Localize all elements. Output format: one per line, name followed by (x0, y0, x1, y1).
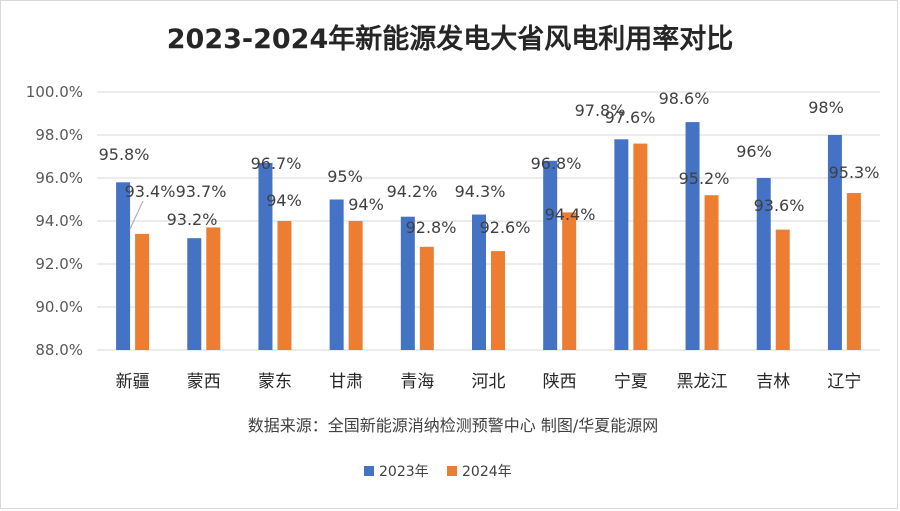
y-tick-label: 90.0% (35, 298, 83, 316)
data-label: 93.2% (167, 210, 218, 229)
source-note: 数据来源：全国新能源消纳检测预警中心 制图/华夏能源网 (248, 416, 658, 435)
category-label: 蒙西 (187, 372, 221, 392)
data-label: 93.7% (176, 182, 227, 201)
category-label: 辽宁 (827, 372, 861, 392)
category-label: 新疆 (116, 372, 150, 392)
legend: 2023年 2024年 (364, 464, 512, 480)
bar-2023-9 (756, 178, 771, 350)
leader-line (129, 200, 144, 230)
chart-title: 2023-2024年新能源发电大省风电利用率对比 (167, 23, 734, 55)
category-label: 陕西 (543, 372, 577, 392)
bar-2023-0 (116, 182, 131, 350)
data-label: 92.6% (480, 218, 531, 237)
data-label: 94.4% (545, 205, 596, 224)
category-label: 黑龙江 (677, 372, 728, 392)
data-label: 95% (327, 167, 363, 186)
data-label: 94.3% (455, 182, 506, 201)
data-label: 97.8% (575, 101, 626, 120)
y-axis-ticks: 88.0% 90.0% 92.0% 94.0% 96.0% 98.0% 100.0% (26, 83, 83, 359)
category-label: 蒙东 (258, 372, 292, 392)
category-label: 河北 (472, 372, 506, 392)
bar-2024-4 (419, 246, 434, 350)
legend-swatch-0 (364, 466, 374, 476)
y-tick-label: 96.0% (35, 169, 83, 187)
bar-2024-0 (135, 233, 150, 350)
bar-2023-6 (543, 160, 558, 350)
data-label: 97.6% (605, 108, 656, 127)
data-label: 98.6% (659, 89, 710, 108)
bar-2024-6 (562, 212, 577, 350)
data-label: 94% (348, 195, 384, 214)
legend-label-1: 2024年 (462, 464, 512, 480)
category-label: 甘肃 (329, 372, 363, 392)
data-label: 95.8% (99, 145, 150, 164)
bar-2024-8 (704, 195, 719, 350)
bar-2023-2 (258, 162, 273, 350)
category-label: 青海 (400, 372, 434, 392)
bar-2023-8 (685, 122, 700, 350)
bar-2023-10 (827, 135, 842, 350)
y-tick-label: 88.0% (35, 341, 83, 359)
grid-lines (97, 91, 880, 351)
category-label: 宁夏 (614, 372, 648, 392)
category-label: 吉林 (756, 372, 790, 392)
legend-label-0: 2023年 (379, 464, 429, 480)
y-tick-label: 94.0% (35, 212, 83, 230)
y-tick-label: 92.0% (35, 255, 83, 273)
data-label: 93.6% (754, 196, 805, 215)
x-axis-categories: 新疆 蒙西 蒙东 甘肃 青海 河北 陕西 宁夏 黑龙江 吉林 辽宁 (116, 372, 862, 392)
data-label: 96% (736, 142, 772, 161)
data-labels: 95.8%93.4%93.2%93.7%96.7%94%95%94%94.2%9… (99, 89, 880, 237)
bar-2024-7 (633, 143, 648, 350)
data-label: 94% (266, 191, 302, 210)
data-label: 96.8% (531, 154, 582, 173)
legend-swatch-1 (447, 466, 457, 476)
bar-2024-2 (277, 221, 292, 350)
bar-2023-1 (187, 238, 202, 350)
bar-2023-7 (614, 139, 629, 350)
bar-2023-4 (400, 216, 415, 350)
bar-2024-1 (206, 227, 221, 350)
bar-2024-9 (775, 229, 790, 350)
bar-2023-5 (472, 214, 486, 350)
bar-2024-5 (491, 251, 505, 350)
y-tick-label: 100.0% (26, 83, 83, 101)
bar-2023-3 (329, 199, 344, 350)
data-label: 98% (808, 98, 844, 117)
data-label: 95.2% (679, 169, 730, 188)
data-label: 96.7% (251, 154, 302, 173)
bar-2024-3 (348, 221, 363, 350)
y-tick-label: 98.0% (35, 126, 83, 144)
data-label: 92.8% (406, 218, 457, 237)
bar-series (116, 122, 861, 350)
bar-2024-10 (846, 193, 861, 350)
data-label: 94.2% (387, 182, 438, 201)
data-label: 93.4% (125, 182, 176, 201)
data-label: 95.3% (829, 163, 880, 182)
